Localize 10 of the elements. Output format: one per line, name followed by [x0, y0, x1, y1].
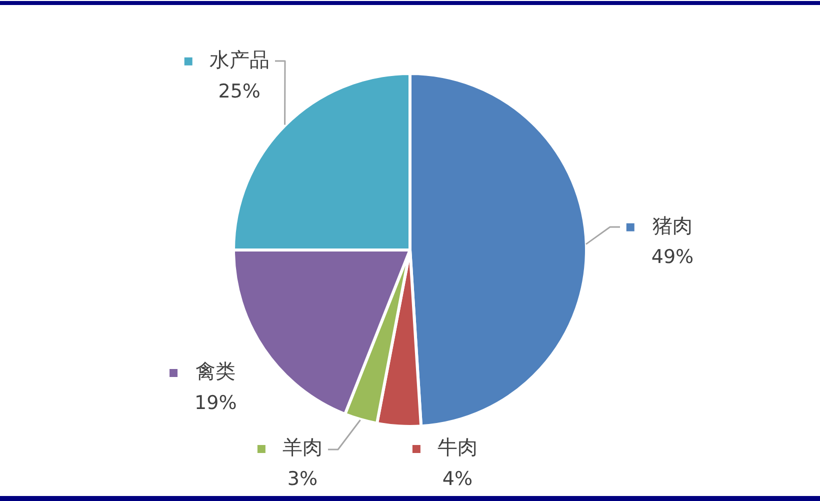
- data-label: 25%: [218, 80, 260, 102]
- data-label: 3%: [287, 468, 318, 490]
- legend-label: 猪肉: [652, 213, 692, 238]
- legend-label: 羊肉: [282, 435, 322, 460]
- data-label: 4%: [442, 468, 473, 490]
- data-label: 19%: [194, 392, 237, 414]
- legend-label: 牛肉: [437, 435, 478, 460]
- data-label: 49%: [651, 246, 694, 268]
- legend-label: 水产品: [209, 48, 270, 72]
- legend-label: 禽类: [196, 359, 236, 384]
